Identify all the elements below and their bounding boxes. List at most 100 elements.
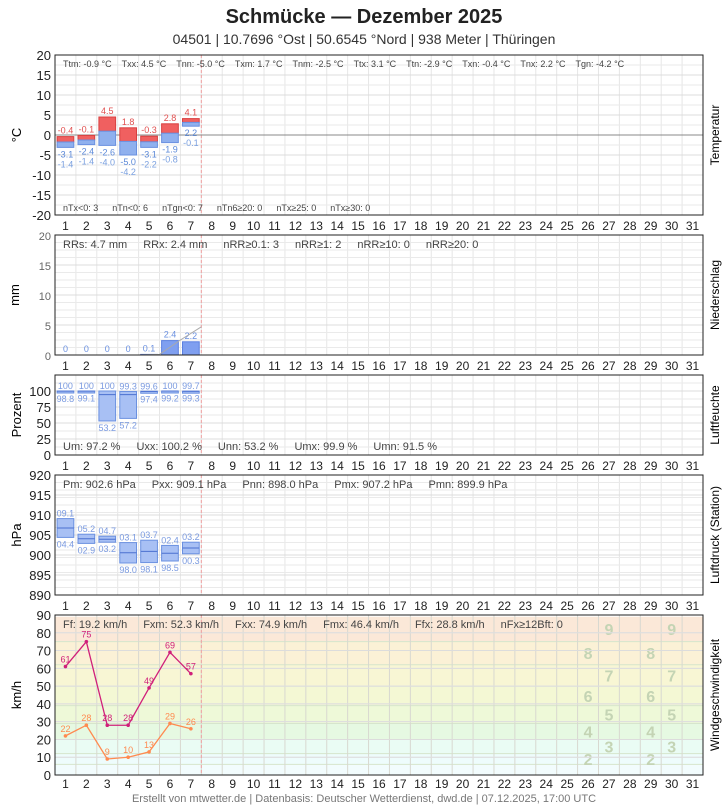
x-tick-label: 17 [393,599,407,613]
x-tick-label: 30 [665,459,679,473]
y-tick-label: 915 [29,488,51,503]
x-tick-label: 31 [686,359,700,373]
precip-bar [182,341,200,356]
x-tick-label: 1 [62,219,69,233]
x-tick-label: 19 [435,219,449,233]
wind-point [84,723,89,728]
gust-point [126,723,130,728]
x-tick-label: 15 [351,777,365,791]
y-tick-label: 0 [44,448,51,463]
y-tick-label: 0 [45,351,51,363]
max-label: 100 [100,381,115,391]
precip-label: 0.1 [143,343,156,353]
gust-point [147,686,151,690]
station-subtitle: 04501 | 10.7696 °Ost | 50.6545 °Nord | 9… [172,31,556,47]
max-label: 99.6 [140,381,158,391]
x-tick-label: 20 [456,777,470,791]
tx-bar [98,116,117,132]
x-tick-label: 2 [83,359,90,373]
x-tick-label: 16 [372,459,386,473]
plot-frame [54,54,704,216]
plot-frame [54,374,704,456]
x-tick-label: 16 [372,359,386,373]
beaufort-label: 6 [584,689,593,706]
y-axis-label: mm [7,284,22,306]
x-tick-label: 5 [146,459,153,473]
x-tick-label: 17 [393,359,407,373]
beaufort-label: 7 [604,668,613,685]
x-tick-label: 1 [62,599,69,613]
min-label: 99.3 [182,393,200,403]
tgn-label: -2.2 [141,159,157,169]
x-tick-label: 7 [188,359,195,373]
y-tick-label: 60 [37,661,51,676]
tgn-label: -4.2 [120,167,136,177]
x-tick-label: 21 [477,459,491,473]
stat-text: nRR≥20: 0 [426,239,479,251]
plot-frame [54,614,704,776]
x-tick-label: 23 [519,459,533,473]
x-tick-label: 30 [665,219,679,233]
precip-label: 0 [105,344,110,354]
tx-bar [140,135,158,143]
x-tick-label: 13 [310,777,324,791]
y-tick-label: 895 [29,568,51,583]
tgn-label: -0.1 [183,138,199,148]
y-tick-label: -10 [32,168,51,183]
x-tick-label: 16 [372,219,386,233]
x-tick-label: 28 [623,777,637,791]
x-tick-label: 19 [435,599,449,613]
tx-label: 2.8 [164,113,177,123]
beaufort-label: 2 [584,752,593,769]
x-tick-label: 4 [125,777,132,791]
wind-point [189,726,193,731]
x-tick-label: 7 [188,599,195,613]
tn-bar [77,139,96,146]
x-tick-label: 14 [331,459,345,473]
y-tick-label: 0 [44,768,51,783]
stat-text: nFx≥12Bft: 0 [501,619,563,631]
x-tick-label: 18 [414,459,428,473]
x-tick-label: 4 [125,219,132,233]
max-label: 03.1 [119,533,137,543]
stat-text: Txx: 4.5 °C [122,59,167,69]
x-tick-label: 30 [665,599,679,613]
precip-label: 0 [84,344,89,354]
x-tick-label: 24 [540,459,554,473]
y-tick-label: 20 [37,48,51,63]
x-tick-label: 12 [289,599,303,613]
x-tick-label: 24 [540,777,554,791]
gust-label: 28 [102,713,112,723]
x-tick-label: 23 [519,219,533,233]
precip-label: 0 [126,344,131,354]
tx-label: -0.1 [79,124,95,134]
wind-label: 22 [60,724,70,734]
x-tick-label: 15 [351,599,365,613]
x-tick-label: 31 [686,777,700,791]
x-tick-label: 22 [498,459,512,473]
x-tick-label: 29 [644,599,658,613]
beaufort-band [55,705,703,724]
x-tick-label: 18 [414,359,428,373]
y-tick-label: 5 [45,321,51,333]
stat-text: Tnm: -2.5 °C [292,59,344,69]
stat-text: nRR≥1: 2 [295,239,341,251]
x-tick-label: 5 [146,359,153,373]
x-tick-label: 7 [188,777,195,791]
y-tick-label: 900 [29,548,51,563]
stat-text: nTn6≥20: 0 [217,203,262,213]
x-tick-label: 12 [289,777,303,791]
x-tick-label: 27 [602,599,616,613]
x-tick-label: 9 [229,777,236,791]
x-tick-label: 3 [104,459,111,473]
tn-label: -3.1 [58,149,74,159]
x-tick-label: 18 [414,599,428,613]
wind-point [168,721,172,726]
x-tick-label: 20 [456,219,470,233]
beaufort-label: 9 [604,622,613,639]
tx-bar [119,127,138,142]
stat-text: Unn: 53.2 % [218,441,279,453]
tgn-label: -0.8 [162,155,178,165]
x-tick-label: 6 [167,777,174,791]
x-tick-label: 23 [519,599,533,613]
